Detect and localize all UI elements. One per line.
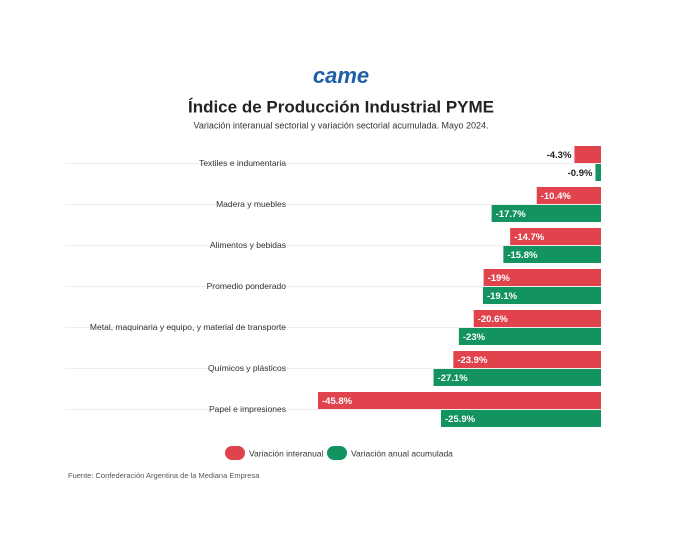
bar [318, 392, 601, 409]
value-label: -4.3% [547, 150, 572, 161]
value-label: -15.8% [507, 250, 538, 261]
bar [510, 228, 601, 245]
value-label: -17.7% [496, 209, 527, 220]
category-label: Textiles e indumentaria [199, 158, 286, 168]
value-label: -25.9% [445, 414, 476, 425]
category-label: Papel e impresiones [209, 404, 286, 414]
value-label: -45.8% [322, 396, 353, 407]
legend-label: Variación interanual [249, 448, 324, 458]
bar [453, 351, 601, 368]
legend-swatch [225, 446, 245, 460]
chart-subtitle: Variación interanual sectorial y variaci… [194, 120, 489, 130]
bar [483, 269, 601, 286]
bar [482, 287, 601, 304]
bar [574, 146, 601, 163]
source: Fuente: Confederación Argentina de la Me… [68, 471, 260, 480]
bar [595, 164, 601, 181]
value-label: -20.6% [478, 314, 509, 325]
legend-label: Variación anual acumulada [351, 448, 453, 458]
bar [458, 328, 601, 345]
value-label: -23.9% [457, 355, 488, 366]
logo: came [313, 63, 369, 88]
value-label: -0.9% [568, 168, 593, 179]
value-label: -23% [463, 332, 486, 343]
value-label: -10.4% [541, 191, 572, 202]
value-label: -19% [488, 273, 511, 284]
category-label: Alimentos y bebidas [210, 240, 286, 250]
category-label: Madera y muebles [216, 199, 286, 209]
category-label: Químicos y plásticos [208, 363, 286, 373]
bar [473, 310, 601, 327]
category-label: Metal, maquinaria y equipo, y material d… [90, 322, 286, 332]
bar [440, 410, 601, 427]
chart-title: Índice de Producción Industrial PYME [188, 97, 494, 116]
value-label: -14.7% [514, 232, 545, 243]
legend-swatch [327, 446, 347, 460]
bar [536, 187, 601, 204]
value-label: -19.1% [487, 291, 518, 302]
category-label: Promedio ponderado [207, 281, 287, 291]
value-label: -27.1% [438, 373, 469, 384]
bar [503, 246, 601, 263]
bar [433, 369, 601, 386]
bar [491, 205, 601, 222]
